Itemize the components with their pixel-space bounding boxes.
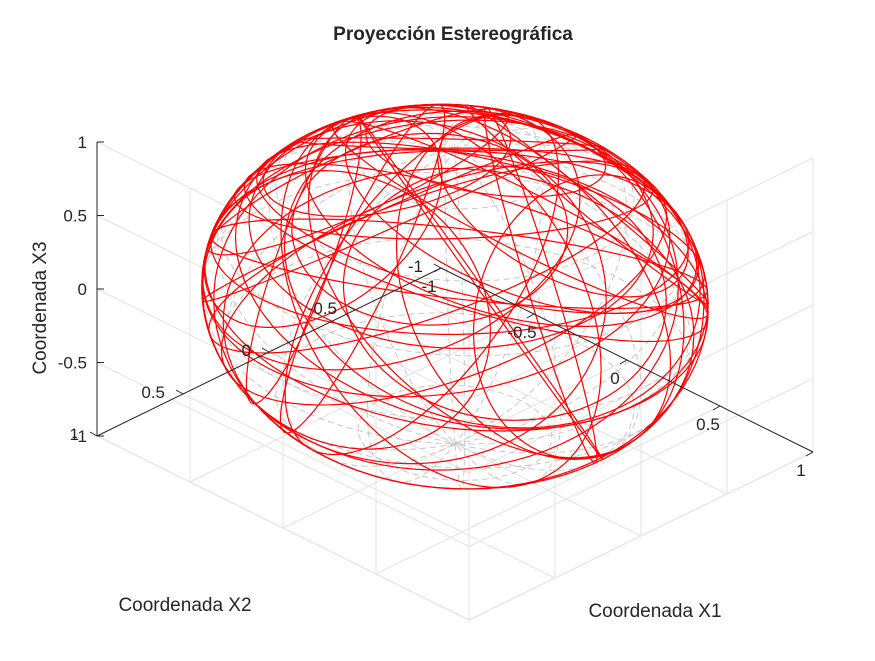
grid-line <box>468 378 814 547</box>
red-curve <box>342 165 667 421</box>
y-tick-mark <box>347 305 356 311</box>
axes <box>89 141 814 457</box>
z-tick-label: 0 <box>78 280 87 299</box>
z-tick-label: -1 <box>72 427 87 446</box>
y-tick-label: -1 <box>408 257 423 276</box>
z-tick-label: 1 <box>78 133 87 152</box>
y-tick-label: 0 <box>242 341 251 360</box>
z-tick-label: -0.5 <box>58 354 87 373</box>
grid-line <box>354 309 728 495</box>
x-axis-label: Coordenada X1 <box>588 601 721 622</box>
x-tick-label: -1 <box>421 277 436 296</box>
y-tick-mark <box>89 431 98 437</box>
sphere-parallel <box>220 237 690 469</box>
sphere-meridian <box>282 149 456 467</box>
x-tick-mark <box>526 313 535 319</box>
red-curve <box>483 106 598 464</box>
sphere-meridian <box>224 149 456 451</box>
red-curve <box>233 147 654 240</box>
grid-line <box>468 231 814 400</box>
x-tick-mark <box>433 267 442 273</box>
y-tick-label: 0.5 <box>141 383 165 402</box>
x-tick-label: 0 <box>610 369 619 388</box>
y-tick-label: -0.5 <box>308 299 337 318</box>
red-curve <box>262 103 512 217</box>
sphere-meridian <box>366 149 456 483</box>
grid-line <box>182 393 556 579</box>
grid-line <box>96 362 470 547</box>
y-tick-mark <box>175 389 184 395</box>
red-curve <box>234 109 709 430</box>
grid-line <box>96 141 470 327</box>
red-curve <box>201 132 579 303</box>
y-axis-label: Coordenada X2 <box>118 595 251 616</box>
y-tick-mark <box>433 263 442 269</box>
red-curve <box>437 114 689 298</box>
red-curve <box>208 160 646 354</box>
red-curve <box>356 114 604 460</box>
stereographic-curves <box>201 103 709 490</box>
red-curve <box>204 149 709 432</box>
tick-labels: -1-0.500.51-1-0.500.51-1-0.500.51 <box>58 133 806 480</box>
sphere-parallel <box>275 312 635 490</box>
y-tick-mark <box>261 347 270 353</box>
red-curve <box>201 103 581 371</box>
red-curve <box>472 174 705 460</box>
red-curve <box>222 167 695 490</box>
z-tick-label: 0.5 <box>63 207 87 226</box>
x-tick-mark <box>712 405 721 411</box>
x-tick-mark <box>805 451 814 457</box>
y-tick-label: 1 <box>70 425 79 444</box>
x-tick-label: 1 <box>796 461 805 480</box>
x-tick-label: -0.5 <box>507 323 536 342</box>
grid-line <box>96 435 470 621</box>
chart-title: Proyección Estereográfica <box>333 24 573 45</box>
sphere-parallel <box>357 384 553 481</box>
x-tick-mark <box>619 359 628 365</box>
sphere-meridian <box>201 149 456 445</box>
x-tick-label: 0.5 <box>696 415 720 434</box>
red-curve <box>210 218 709 310</box>
sphere-meridian <box>454 143 686 445</box>
sphere-meridian <box>454 111 544 445</box>
z-axis-label: Coordenada X3 <box>30 241 51 374</box>
red-curve <box>220 160 668 406</box>
sphere-meridian <box>454 149 709 445</box>
sphere-meridian <box>454 127 628 445</box>
grid-line <box>96 215 470 400</box>
